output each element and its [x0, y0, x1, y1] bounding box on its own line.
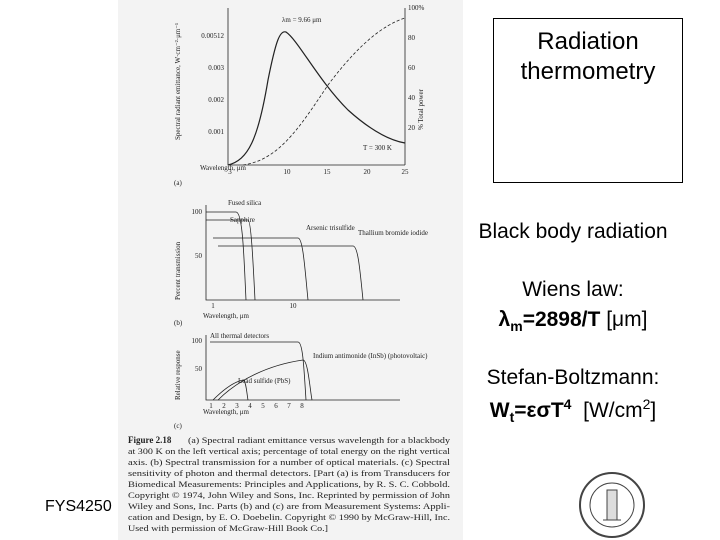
label: Wavelength, μm — [203, 408, 250, 416]
tick-label: 3 — [235, 402, 239, 410]
label: Sapphire — [230, 216, 255, 224]
subtitle: Black body radiation — [478, 220, 668, 243]
caption-line: at 300 K on the left vertical axis; perc… — [128, 446, 451, 456]
caption-line: Wiley and Sons, Inc. Parts (b) and (c) a… — [128, 501, 450, 511]
label: T = 300 K — [363, 144, 392, 152]
label: Percent transmission — [174, 241, 182, 300]
unit: [μm] — [606, 308, 648, 331]
tick-label: 10 — [290, 302, 298, 310]
tick-label: 80 — [408, 34, 416, 42]
tick-label: 15 — [324, 168, 332, 176]
graph-a — [227, 8, 406, 166]
title-box: Radiation thermometry — [493, 18, 683, 183]
unit: ] — [650, 399, 657, 422]
tick-label: 0.001 — [208, 128, 224, 136]
wien-formula: λm=2898/T [μm] — [460, 308, 686, 334]
equation: =2898/T — [522, 308, 601, 331]
tick-label: 4 — [248, 402, 252, 410]
label: % Total power — [417, 88, 425, 130]
label: (b) — [174, 319, 183, 327]
label: Fused silica — [228, 199, 262, 207]
tick-label: 20 — [408, 124, 416, 132]
superscript: 2 — [642, 396, 651, 412]
tick-label: 5 — [261, 402, 265, 410]
caption-line: Copyright © 1974, John Wiley and Sons, I… — [128, 490, 451, 500]
caption-label: Figure 2.18 — [128, 435, 172, 445]
caption-line: (a) Spectral radiant emittance versus wa… — [188, 435, 451, 445]
label: λm = 9.66 μm — [282, 16, 322, 24]
tick-label: 1 — [211, 302, 215, 310]
label: Wavelength, μm — [203, 312, 250, 320]
tick-label: 10 — [284, 168, 292, 176]
caption-line: Biomedical Measurements: Principles and … — [128, 479, 450, 489]
tick-label: 100 — [192, 208, 203, 216]
title: Radiation thermometry — [520, 28, 656, 85]
graph-b — [205, 205, 400, 301]
tick-label: 100% — [408, 4, 425, 12]
label: (c) — [174, 422, 182, 430]
tick-label: 0.002 — [208, 96, 224, 104]
symbol: λ — [498, 308, 511, 331]
caption-line: cation and Design, by E. O. Doebelin. Co… — [128, 512, 450, 522]
stefan-heading: Stefan-Boltzmann: — [486, 366, 660, 389]
tick-label: 50 — [195, 252, 203, 260]
graph-c — [205, 335, 400, 401]
label: (a) — [174, 179, 182, 187]
tick-label: 0.003 — [208, 64, 224, 72]
label: Spectral radiant emittance, W·cm⁻²·μm⁻¹ — [174, 23, 182, 140]
tick-label: 1 — [209, 402, 213, 410]
label: All thermal detectors — [210, 332, 269, 340]
subscript: m — [510, 318, 523, 335]
symbol: W — [489, 399, 510, 422]
scan-background — [118, 0, 463, 540]
subscript: t — [509, 409, 515, 426]
caption-line: Used with permission of McGraw-Hill Book… — [128, 523, 328, 533]
label: Indium antimonide (InSb) (photovoltaic) — [313, 352, 428, 360]
label: Arsenic trisulfide — [306, 224, 355, 232]
figure: λm = 9.66 μm T = 300 K (a) Wavelength, μ… — [118, 0, 463, 540]
label: Lead sulfide (PbS) — [238, 377, 291, 385]
caption-line: sensitivity of photon and thermal detect… — [128, 468, 450, 478]
tick-label: 3 — [228, 168, 232, 176]
superscript: 4 — [563, 396, 572, 412]
caption-line: axis. (b) Spectral transmission for a nu… — [128, 457, 451, 467]
tick-label: 20 — [364, 168, 372, 176]
tick-label: 0.00512 — [201, 32, 224, 40]
tick-label: 50 — [195, 365, 203, 373]
label: Thallium bromide iodide — [358, 229, 428, 237]
wien-heading: Wiens law: — [522, 278, 624, 301]
unit: [W/cm — [583, 399, 643, 422]
stefan-formula: Wt=εσT4 [W/cm2] — [460, 396, 686, 425]
tick-label: 40 — [408, 94, 416, 102]
tick-label: 100 — [192, 337, 203, 345]
tick-label: 7 — [287, 402, 291, 410]
equation: =εσT — [514, 399, 564, 422]
tick-label: 25 — [402, 168, 410, 176]
label: Relative response — [174, 350, 182, 400]
label: Wavelength, μm — [200, 164, 247, 172]
tick-label: 6 — [274, 402, 278, 410]
tick-label: 2 — [222, 402, 226, 410]
tick-label: 8 — [300, 402, 304, 410]
tick-label: 60 — [408, 64, 416, 72]
footer: FYS4250 — [45, 498, 112, 515]
logo — [579, 472, 645, 538]
